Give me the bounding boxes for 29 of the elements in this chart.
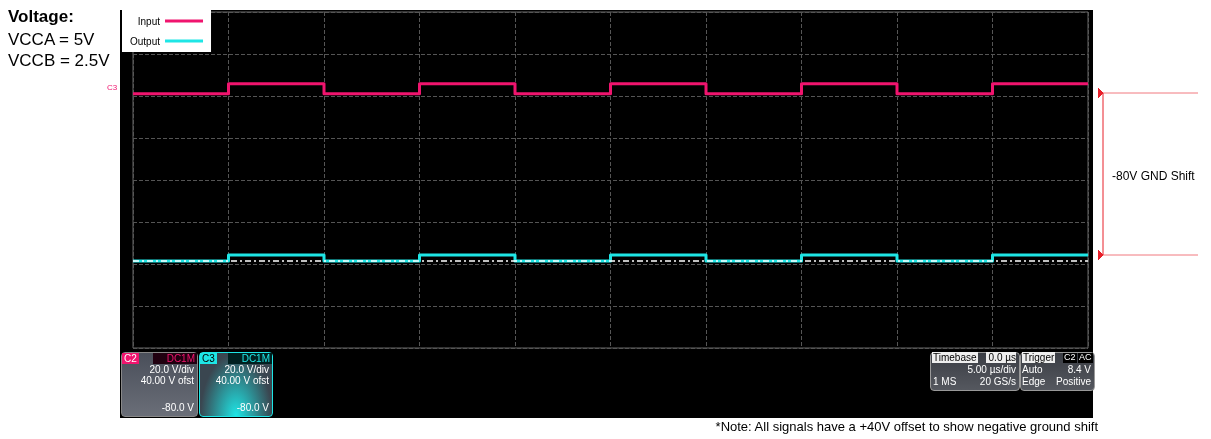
text: -80.0 V	[235, 402, 269, 413]
legend-label: Input	[137, 15, 161, 27]
text: -80.0 V	[160, 402, 194, 413]
chart-title: Voltage:	[8, 7, 74, 27]
text: 0.0 µs	[986, 352, 1016, 363]
text: C2	[122, 353, 139, 364]
text: DC1M	[153, 353, 197, 364]
text: Positive	[1055, 376, 1091, 387]
text: C3	[107, 83, 118, 93]
text: *Note: All signals have a +40V offset to show negative ground shift	[714, 419, 1098, 435]
chart-subtitle: VCCA = 5V VCCB = 2.5V	[8, 29, 110, 72]
text: Timebase	[932, 352, 978, 363]
text: AC	[1078, 352, 1093, 363]
text: 1 MS	[933, 376, 957, 387]
text: 20.0 V/div	[223, 364, 269, 375]
text: 40.00 V ofst	[214, 375, 269, 386]
text: Auto	[1022, 364, 1043, 375]
text: 5.00 µs/div	[966, 364, 1016, 375]
text: 20.0 V/div	[148, 364, 194, 375]
text: 20 GS/s	[978, 376, 1016, 387]
text: C2	[1063, 352, 1077, 363]
text: Edge	[1022, 376, 1046, 387]
text: DC1M	[228, 353, 272, 364]
text: C3	[200, 353, 217, 364]
text: Trigger	[1022, 352, 1056, 363]
legend-label: Output	[129, 35, 161, 47]
text: 8.4 V	[1066, 364, 1091, 375]
text: 40.00 V ofst	[139, 375, 194, 386]
text: -80V GND Shift	[1112, 169, 1195, 184]
